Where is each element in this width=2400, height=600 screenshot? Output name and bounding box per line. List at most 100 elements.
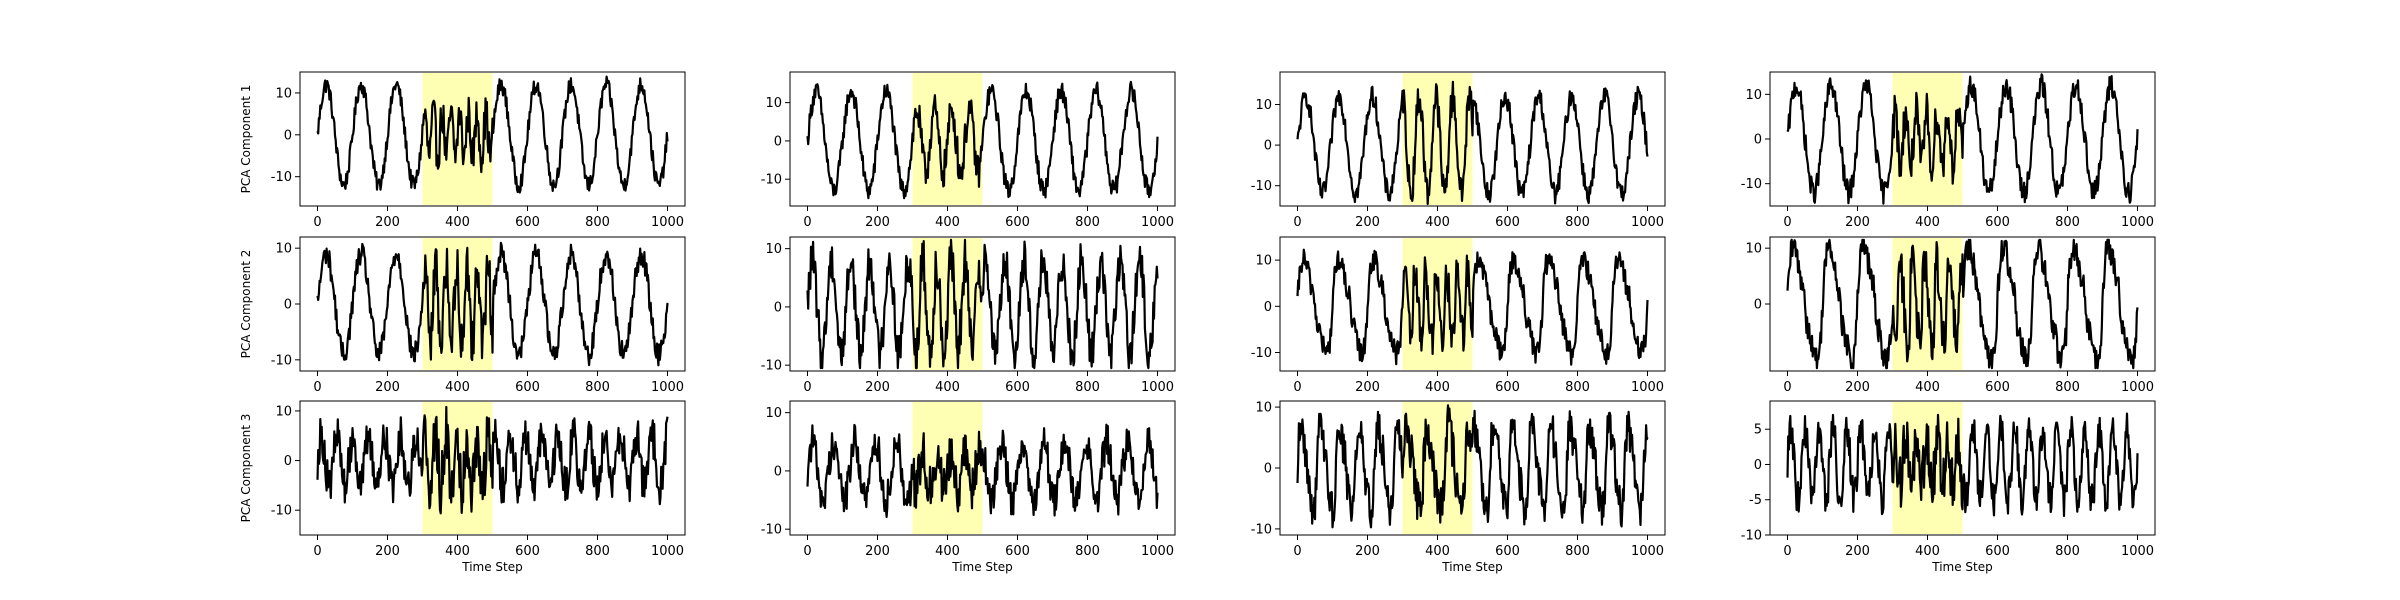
x-tick-label: 200 xyxy=(865,380,890,395)
subplot-r2-c2: 0 200 400 600 800 1000 -10 0 10 Time Step xyxy=(1251,400,1666,574)
series-line xyxy=(316,405,669,515)
subplot-r0-c1: 0 200 400 600 800 1000 -10 0 10 xyxy=(761,71,1176,230)
x-tick-label: 1000 xyxy=(1141,215,1174,230)
x-tick-label: 400 xyxy=(445,544,470,559)
x-tick-label: 200 xyxy=(1845,544,1870,559)
series-line xyxy=(806,423,1159,518)
x-tick-label: 600 xyxy=(1985,544,2010,559)
series-line xyxy=(806,238,1159,370)
x-tick-label: 0 xyxy=(1293,380,1301,395)
x-tick-label: 0 xyxy=(803,215,811,230)
y-tick-label: 10 xyxy=(1745,242,1762,257)
x-tick-label: 400 xyxy=(1425,544,1450,559)
y-tick-label: 0 xyxy=(284,298,292,313)
x-tick-label: 800 xyxy=(1075,380,1100,395)
x-tick-label: 400 xyxy=(1915,215,1940,230)
x-tick-label: 800 xyxy=(1075,544,1100,559)
x-tick-label: 600 xyxy=(1495,380,1520,395)
x-tick-label: 800 xyxy=(585,215,610,230)
x-tick-label: 800 xyxy=(1075,215,1100,230)
series-line xyxy=(806,80,1159,200)
x-tick-label: 0 xyxy=(803,544,811,559)
x-tick-label: 200 xyxy=(1845,380,1870,395)
y-tick-label: 10 xyxy=(765,96,782,111)
y-tick-label: 10 xyxy=(1745,88,1762,103)
axes-frame xyxy=(299,400,686,536)
y-tick-label: -10 xyxy=(761,173,782,188)
x-tick-label: 600 xyxy=(515,544,540,559)
x-tick-label: 1000 xyxy=(2121,380,2154,395)
x-tick-label: 1000 xyxy=(1141,544,1174,559)
x-tick-label: 0 xyxy=(803,380,811,395)
subplot-r2-c0: 0 200 400 600 800 1000 -10 0 10 PCA Component 3 Ti… xyxy=(239,400,686,574)
y-tick-label: 0 xyxy=(1264,462,1272,477)
x-tick-label: 400 xyxy=(935,215,960,230)
x-tick-label: 800 xyxy=(2055,544,2080,559)
y-tick-label: -10 xyxy=(1251,179,1272,194)
x-tick-label: 400 xyxy=(1425,380,1450,395)
series-line xyxy=(316,75,669,194)
x-tick-label: 600 xyxy=(515,380,540,395)
x-tick-label: 0 xyxy=(1293,544,1301,559)
x-tick-label: 400 xyxy=(445,215,470,230)
x-tick-label: 400 xyxy=(1425,215,1450,230)
x-axis-label: Time Step xyxy=(461,560,523,574)
y-tick-label: 10 xyxy=(765,242,782,257)
x-tick-label: 0 xyxy=(313,380,321,395)
y-tick-label: 10 xyxy=(275,242,292,257)
x-axis-label: Time Step xyxy=(951,560,1013,574)
series-line xyxy=(1296,248,1649,366)
y-tick-label: 10 xyxy=(275,86,292,101)
y-tick-label: 5 xyxy=(1754,423,1762,438)
x-tick-label: 0 xyxy=(1783,380,1791,395)
axes-frame xyxy=(1769,400,2156,536)
axes-frame xyxy=(1279,236,1666,372)
x-tick-label: 200 xyxy=(375,544,400,559)
x-tick-label: 400 xyxy=(445,380,470,395)
series-line xyxy=(1296,404,1649,529)
y-axis-label: PCA Component 3 xyxy=(239,414,253,523)
y-tick-label: 0 xyxy=(1754,458,1762,473)
x-tick-label: 600 xyxy=(1985,215,2010,230)
x-tick-label: 1000 xyxy=(651,215,684,230)
y-tick-label: 10 xyxy=(1255,98,1272,113)
x-tick-label: 400 xyxy=(1915,544,1940,559)
series-line xyxy=(316,241,669,367)
y-tick-label: 0 xyxy=(774,300,782,315)
x-tick-label: 1000 xyxy=(1631,544,1664,559)
subplot-r0-c0: 0 200 400 600 800 1000 -10 0 10 PCA Component 1 xyxy=(239,71,686,230)
y-tick-label: 0 xyxy=(774,134,782,149)
subplot-r1-c0: 0 200 400 600 800 1000 -10 0 10 PCA Component 2 xyxy=(239,236,686,395)
y-tick-label: 10 xyxy=(1255,401,1272,416)
axes-frame xyxy=(789,236,1176,372)
x-tick-label: 0 xyxy=(313,544,321,559)
y-tick-label: 0 xyxy=(774,464,782,479)
x-tick-label: 400 xyxy=(935,544,960,559)
series-line xyxy=(1786,73,2139,205)
y-axis-label: PCA Component 2 xyxy=(239,250,253,359)
x-tick-label: 0 xyxy=(1783,215,1791,230)
x-tick-label: 600 xyxy=(1005,380,1030,395)
subplot-r1-c1: 0 200 400 600 800 1000 -10 0 10 xyxy=(761,236,1176,395)
x-tick-label: 600 xyxy=(1985,380,2010,395)
y-tick-label: 10 xyxy=(1255,254,1272,269)
y-tick-label: -10 xyxy=(271,504,292,519)
x-tick-label: 1000 xyxy=(651,544,684,559)
series-line xyxy=(1296,80,1649,206)
x-tick-label: 800 xyxy=(1565,215,1590,230)
subplot-r1-c3: 0 200 400 600 800 1000 0 10 xyxy=(1745,236,2156,395)
y-tick-label: -10 xyxy=(1251,522,1272,537)
y-tick-label: 0 xyxy=(284,454,292,469)
axes-frame xyxy=(1279,71,1666,207)
x-tick-label: 1000 xyxy=(651,380,684,395)
x-tick-label: 1000 xyxy=(1631,215,1664,230)
y-tick-label: 0 xyxy=(1264,139,1272,154)
axes-frame xyxy=(299,71,686,207)
x-tick-label: 200 xyxy=(375,215,400,230)
y-tick-label: -10 xyxy=(761,359,782,374)
y-tick-label: 10 xyxy=(275,404,292,419)
x-tick-label: 1000 xyxy=(1141,380,1174,395)
x-tick-label: 600 xyxy=(1495,215,1520,230)
x-tick-label: 800 xyxy=(585,380,610,395)
